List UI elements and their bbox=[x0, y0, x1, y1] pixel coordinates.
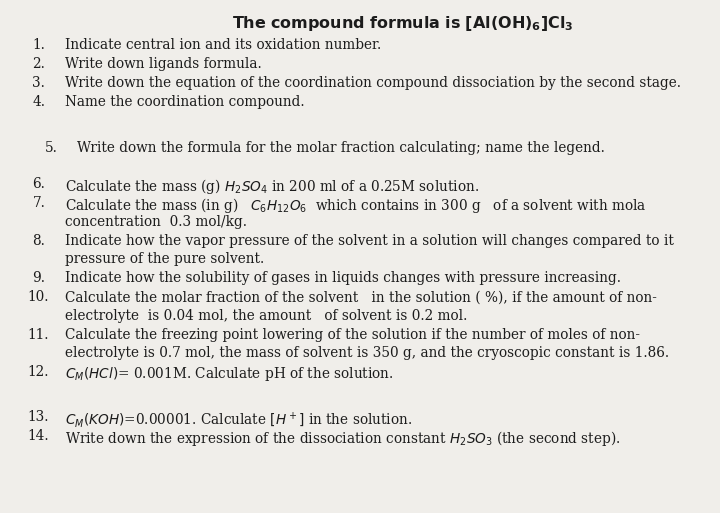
Text: 12.: 12. bbox=[27, 365, 49, 379]
Text: $\mathbf{The\ compound\ formula\ is\ [Al(OH)_6]Cl_3}$: $\mathbf{The\ compound\ formula\ is\ [Al… bbox=[233, 14, 574, 33]
Text: $C_M(KOH)$=0.00001. Calculate $[H^+]$ in the solution.: $C_M(KOH)$=0.00001. Calculate $[H^+]$ in… bbox=[65, 410, 412, 429]
Text: Write down the expression of the dissociation constant $H_2SO_3$ (the second ste: Write down the expression of the dissoci… bbox=[65, 429, 620, 448]
Text: 14.: 14. bbox=[27, 429, 49, 443]
Text: Indicate how the vapor pressure of the solvent in a solution will changes compar: Indicate how the vapor pressure of the s… bbox=[65, 234, 674, 248]
Text: 8.: 8. bbox=[32, 234, 45, 248]
Text: electrolyte is 0.7 mol, the mass of solvent is 350 g, and the cryoscopic constan: electrolyte is 0.7 mol, the mass of solv… bbox=[65, 346, 669, 360]
Text: 9.: 9. bbox=[32, 271, 45, 285]
Text: $C_M(HCl)$= 0.001M. Calculate pH of the solution.: $C_M(HCl)$= 0.001M. Calculate pH of the … bbox=[65, 365, 393, 383]
Text: electrolyte  is 0.04 mol, the amount   of solvent is 0.2 mol.: electrolyte is 0.04 mol, the amount of s… bbox=[65, 309, 467, 323]
Text: Write down ligands formula.: Write down ligands formula. bbox=[65, 57, 261, 71]
Text: pressure of the pure solvent.: pressure of the pure solvent. bbox=[65, 252, 264, 266]
Text: Indicate central ion and its oxidation number.: Indicate central ion and its oxidation n… bbox=[65, 38, 381, 52]
Text: 6.: 6. bbox=[32, 177, 45, 191]
Text: Calculate the molar fraction of the solvent   in the solution ( %), if the amoun: Calculate the molar fraction of the solv… bbox=[65, 290, 657, 304]
Text: 10.: 10. bbox=[27, 290, 49, 304]
Text: 11.: 11. bbox=[27, 328, 49, 342]
Text: Name the coordination compound.: Name the coordination compound. bbox=[65, 95, 305, 109]
Text: Write down the formula for the molar fraction calculating; name the legend.: Write down the formula for the molar fra… bbox=[77, 141, 605, 154]
Text: Calculate the mass (g) $H_2SO_4$ in 200 ml of a 0.25M solution.: Calculate the mass (g) $H_2SO_4$ in 200 … bbox=[65, 177, 479, 196]
Text: 2.: 2. bbox=[32, 57, 45, 71]
Text: Calculate the freezing point lowering of the solution if the number of moles of : Calculate the freezing point lowering of… bbox=[65, 328, 640, 342]
Text: 3.: 3. bbox=[32, 76, 45, 90]
Text: 1.: 1. bbox=[32, 38, 45, 52]
Text: Calculate the mass (in g)   $C_6H_{12}O_6$  which contains in 300 g   of a solve: Calculate the mass (in g) $C_6H_{12}O_6$… bbox=[65, 196, 647, 215]
Text: concentration  0.3 mol/kg.: concentration 0.3 mol/kg. bbox=[65, 215, 247, 229]
Text: 4.: 4. bbox=[32, 95, 45, 109]
Text: 7.: 7. bbox=[32, 196, 45, 210]
Text: 13.: 13. bbox=[27, 410, 49, 424]
Text: Write down the equation of the coordination compound dissociation by the second : Write down the equation of the coordinat… bbox=[65, 76, 681, 90]
Text: Indicate how the solubility of gases in liquids changes with pressure increasing: Indicate how the solubility of gases in … bbox=[65, 271, 621, 285]
Text: 5.: 5. bbox=[45, 141, 58, 154]
